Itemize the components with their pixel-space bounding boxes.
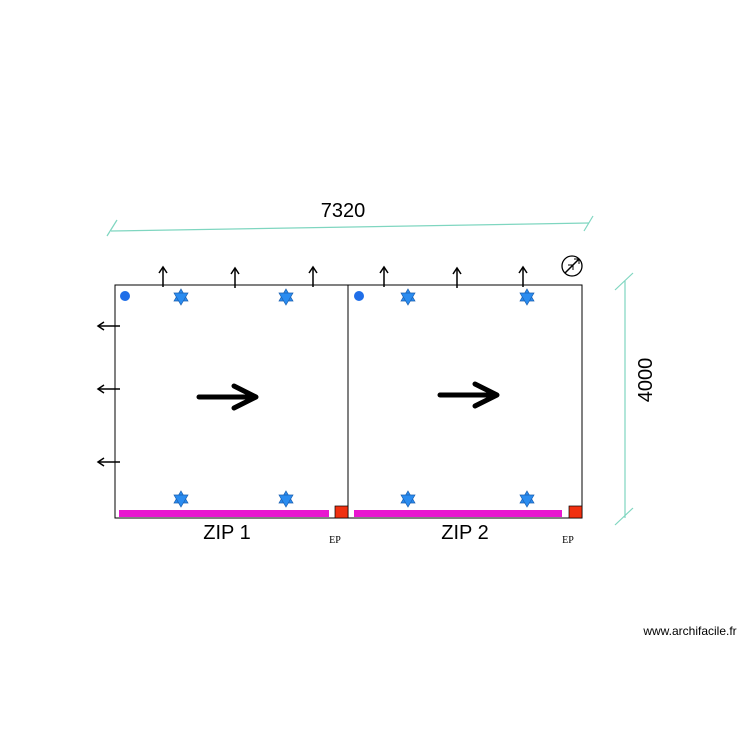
width-dimension: 7320 [106, 200, 594, 237]
room-label: ZIP 2 [441, 522, 488, 544]
flow-arrows [196, 381, 500, 411]
height-dimension: 4000 [614, 272, 657, 526]
bar [354, 510, 562, 517]
height-label: 4000 [635, 358, 657, 403]
room-tag: EP [329, 535, 341, 546]
ep-box [334, 505, 349, 519]
dot [354, 291, 364, 301]
dot [120, 291, 130, 301]
ep-box [568, 505, 583, 519]
watermark: www.archifacile.fr [642, 624, 736, 638]
room-1 [114, 284, 349, 519]
compass [561, 255, 583, 277]
vent-arrows [97, 266, 528, 467]
bar [119, 510, 329, 517]
room-2 [347, 284, 583, 519]
room-tag: EP [562, 535, 574, 546]
width-label: 7320 [321, 200, 366, 222]
room-label: ZIP 1 [203, 522, 250, 544]
